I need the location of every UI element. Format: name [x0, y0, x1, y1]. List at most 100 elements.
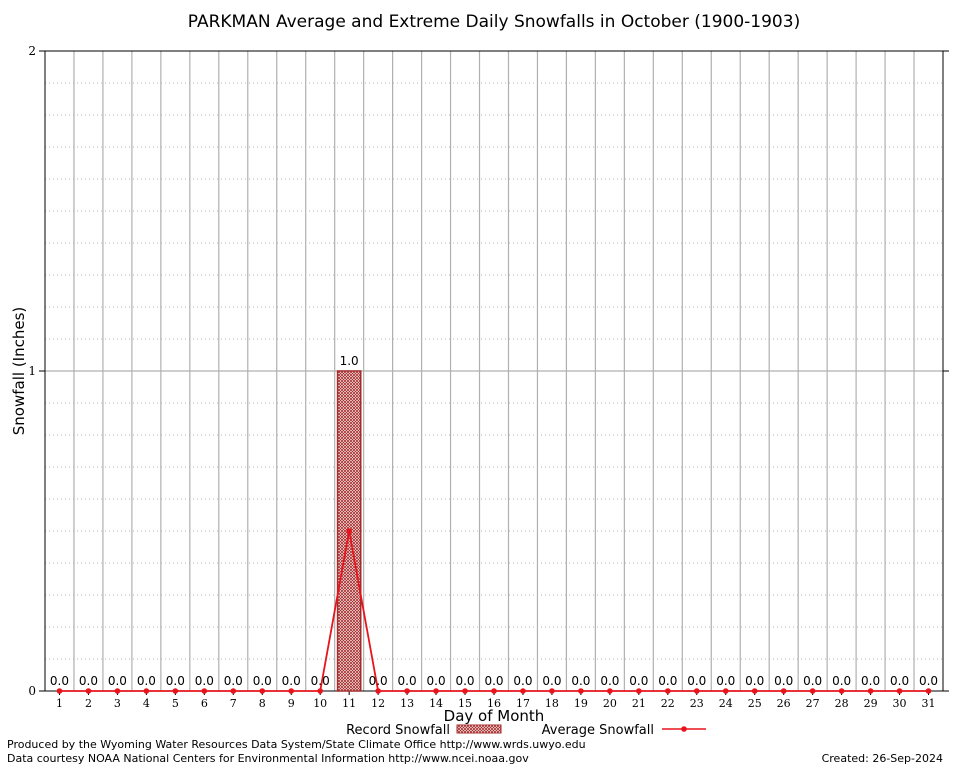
x-tick-label: 13 [400, 697, 414, 710]
record-data-label: 0.0 [513, 674, 532, 688]
x-tick-label: 21 [632, 697, 646, 710]
x-tick-label: 14 [429, 697, 443, 710]
record-data-label: 0.0 [832, 674, 851, 688]
x-tick-label: 9 [288, 697, 295, 710]
record-data-label: 0.0 [311, 674, 330, 688]
record-data-label: 1.0 [340, 354, 359, 368]
x-tick-label: 5 [172, 697, 179, 710]
record-data-label: 0.0 [253, 674, 272, 688]
average-snowfall-line [56, 528, 932, 694]
record-data-label: 0.0 [571, 674, 590, 688]
record-data-label: 0.0 [427, 674, 446, 688]
average-snowfall-point [491, 688, 497, 694]
record-data-label: 0.0 [137, 674, 156, 688]
x-tick-label: 26 [777, 697, 791, 710]
y-axis-label: Snowfall (Inches) [10, 307, 28, 435]
x-tick-label: 1 [56, 697, 63, 710]
average-snowfall-point [259, 688, 266, 694]
x-tick-label: 4 [143, 697, 150, 710]
average-snowfall-point [838, 688, 845, 694]
record-data-label: 0.0 [890, 674, 909, 688]
average-snowfall-point [780, 688, 787, 694]
record-data-label: 0.0 [282, 674, 301, 688]
x-tick-label: 16 [487, 697, 501, 710]
average-snowfall-point [201, 688, 208, 694]
footer-produced-by: Produced by the Wyoming Water Resources … [7, 738, 586, 751]
record-data-label: 0.0 [600, 674, 619, 688]
average-snowfall-point [867, 688, 874, 694]
x-tick-label: 30 [893, 697, 907, 710]
average-snowfall-point [56, 688, 63, 694]
record-data-label: 0.0 [716, 674, 735, 688]
average-snowfall-point [404, 688, 410, 694]
legend-label-average: Average Snowfall [542, 723, 654, 738]
average-snowfall-point [462, 688, 468, 694]
x-tick-label: 17 [516, 697, 530, 710]
record-data-label: 0.0 [861, 674, 880, 688]
x-tick-label: 27 [806, 697, 820, 710]
record-data-label: 0.0 [50, 674, 69, 688]
average-snowfall-point [317, 688, 323, 694]
legend-marker-average [681, 726, 687, 732]
x-tick-label: 7 [230, 697, 237, 710]
x-tick-label: 29 [864, 697, 878, 710]
x-tick-label: 28 [835, 697, 849, 710]
x-tick-label: 23 [690, 697, 704, 710]
record-data-label: 0.0 [455, 674, 474, 688]
average-snowfall-point [172, 688, 179, 694]
average-snowfall-point [636, 688, 642, 694]
x-axis-label: Day of Month [444, 707, 545, 725]
record-data-label: 0.0 [224, 674, 243, 688]
average-snowfall-point [288, 688, 295, 694]
average-snowfall-point [722, 688, 729, 694]
record-data-label: 0.0 [803, 674, 822, 688]
average-snowfall-point [143, 688, 150, 694]
record-data-label: 0.0 [369, 674, 388, 688]
average-snowfall-point [809, 688, 816, 694]
average-snowfall-point [925, 688, 932, 694]
footer-created: Created: 26-Sep-2024 [822, 752, 943, 765]
record-data-label: 0.0 [398, 674, 417, 688]
x-tick-label: 10 [313, 697, 327, 710]
x-tick-label: 2 [85, 697, 92, 710]
record-data-label: 0.0 [629, 674, 648, 688]
grid [45, 51, 943, 691]
legend-label-record: Record Snowfall [346, 723, 450, 738]
average-snowfall-point [896, 688, 903, 694]
x-tick-label: 31 [922, 697, 936, 710]
record-data-label: 0.0 [195, 674, 214, 688]
record-data-label: 0.0 [79, 674, 98, 688]
average-snowfall-point [114, 688, 121, 694]
average-snowfall-point [751, 688, 758, 694]
x-tick-label: 20 [603, 697, 617, 710]
record-data-label: 0.0 [745, 674, 764, 688]
x-tick-label: 19 [574, 697, 588, 710]
y-tick-label: 1 [28, 364, 36, 378]
y-tick-label: 0 [28, 684, 36, 698]
x-tick-label: 18 [545, 697, 559, 710]
data-labels: 0.0 0.0 0.0 0.0 0.0 0.0 0.0 0.0 0.0 0.0 1.0 0.0 0.0 0… [50, 354, 938, 688]
average-snowfall-point [85, 688, 92, 694]
x-tick-label: 6 [201, 697, 208, 710]
x-tick-label: 8 [259, 697, 266, 710]
y-axis: 0 1 2 [28, 44, 949, 698]
x-tick-label: 12 [371, 697, 385, 710]
y-tick-label: 2 [28, 44, 36, 58]
x-tick-label: 25 [748, 697, 762, 710]
x-tick-label: 11 [342, 697, 356, 710]
x-tick-label: 24 [719, 697, 733, 710]
x-tick-label: 15 [458, 697, 472, 710]
average-snowfall-point [578, 688, 584, 694]
average-snowfall-point [230, 688, 237, 694]
record-data-label: 0.0 [919, 674, 938, 688]
x-tick-label: 22 [661, 697, 675, 710]
record-data-label: 0.0 [166, 674, 185, 688]
average-snowfall-point [375, 688, 381, 694]
record-data-label: 0.0 [658, 674, 677, 688]
record-data-label: 0.0 [484, 674, 503, 688]
average-snowfall-point [665, 688, 671, 694]
record-data-label: 0.0 [542, 674, 561, 688]
record-data-label: 0.0 [774, 674, 793, 688]
average-snowfall-point [520, 688, 526, 694]
